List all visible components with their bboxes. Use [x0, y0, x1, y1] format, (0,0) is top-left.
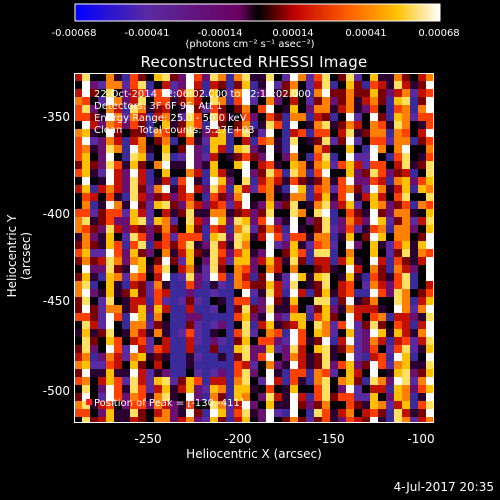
y-tick-label: -450 — [42, 294, 70, 308]
info-time-range: 22-Oct-2014 12:06:02.000 to 12:16:02.000 — [94, 89, 311, 100]
info-detectors: Detectors: 3F 6F 9F, Att 1 — [94, 101, 223, 112]
colorbar-tick: -0.00041 — [124, 28, 170, 39]
colorbar — [74, 3, 441, 22]
x-tick-label: -200 — [224, 432, 252, 446]
colorbar-units: (photons cm⁻² s⁻¹ asec⁻²) — [185, 39, 315, 50]
footer-timestamp: 4-Jul-2017 20:35 — [393, 480, 494, 494]
x-tick-label: -150 — [317, 432, 345, 446]
x-axis-label: Heliocentric X (arcsec) — [186, 447, 322, 461]
x-tick-label: -250 — [134, 432, 162, 446]
peak-marker — [86, 399, 92, 405]
peak-position-label: Position of Peak = [-130,-411] — [94, 398, 244, 409]
info-clean-counts: Clean Total counts: 5.27E+03 — [94, 125, 255, 136]
rhessi-image-plot: 22-Oct-2014 12:06:02.000 to 12:16:02.000… — [74, 73, 434, 423]
y-tick-label: -500 — [42, 384, 70, 398]
info-energy-range: Energy Range: 25.0 - 50.0 keV — [94, 113, 247, 124]
colorbar-tick: 0.00041 — [345, 28, 387, 39]
image-title: Reconstructed RHESSI Image — [140, 53, 368, 71]
colorbar-tick: 0.00068 — [418, 28, 460, 39]
colorbar-gradient — [74, 3, 441, 22]
x-tick-label: -100 — [407, 432, 435, 446]
colorbar-tick: -0.00014 — [197, 28, 243, 39]
rhessi-image-heatmap — [74, 73, 434, 423]
plot-border — [74, 73, 434, 423]
colorbar-tick: -0.00068 — [51, 28, 97, 39]
y-axis-label: Heliocentric Y (arcsec) — [5, 214, 33, 298]
y-tick-label: -350 — [42, 110, 70, 124]
colorbar-tick: 0.00014 — [272, 28, 314, 39]
y-tick-label: -400 — [42, 207, 70, 221]
